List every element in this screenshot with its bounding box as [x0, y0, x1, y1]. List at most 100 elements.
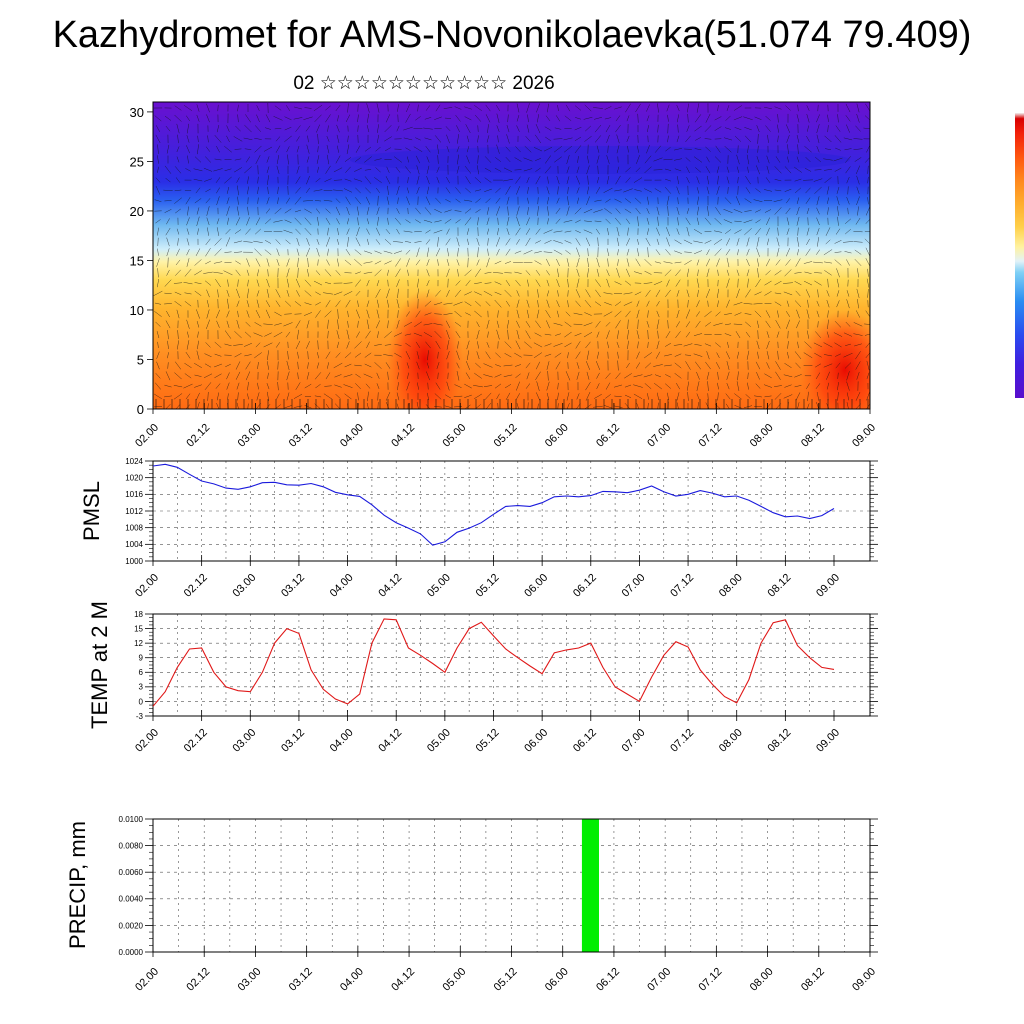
wind-arrow — [833, 332, 843, 337]
wind-arrow — [656, 227, 660, 236]
wind-arrow — [243, 342, 253, 347]
wind-arrow — [785, 311, 791, 317]
wind-arrow — [387, 299, 389, 308]
wind-arrow — [815, 383, 821, 389]
wind-arrow — [174, 291, 182, 296]
wind-arrow — [474, 291, 482, 296]
wind-arrow — [525, 270, 531, 276]
wind-arrow — [736, 166, 740, 174]
wind-arrow — [205, 247, 211, 257]
wind-arrow — [173, 385, 183, 388]
wind-arrow — [255, 258, 261, 267]
wind-arrow — [565, 371, 571, 381]
wind-arrow — [674, 158, 682, 161]
wind-arrow — [265, 300, 271, 308]
wind-arrow — [174, 361, 182, 370]
wind-arrow — [226, 310, 230, 318]
wind-arrow — [676, 392, 680, 401]
wind-arrow — [333, 167, 343, 173]
wind-arrow — [486, 228, 490, 235]
wind-arrow — [567, 278, 569, 288]
wind-arrow — [176, 248, 180, 256]
wind-arrow — [556, 300, 560, 308]
wind-arrow — [547, 103, 549, 113]
x-tick-label: 07.12 — [697, 966, 725, 994]
wind-arrow — [155, 125, 161, 133]
wind-arrow — [814, 280, 822, 286]
wind-arrow — [247, 206, 249, 216]
wind-arrow — [424, 137, 432, 141]
wind-arrow — [723, 208, 733, 214]
wind-arrow — [706, 351, 710, 360]
wind-arrow — [477, 155, 479, 164]
x-tick-label: 09.00 — [814, 727, 842, 755]
wind-arrow — [505, 156, 511, 163]
wind-arrow — [386, 166, 390, 173]
wind-arrow — [575, 289, 581, 298]
wind-arrow — [353, 178, 363, 182]
wind-arrow — [376, 207, 380, 215]
wind-arrow — [834, 135, 842, 143]
wind-arrow — [836, 290, 840, 297]
wind-arrow — [816, 228, 820, 236]
wind-arrow — [306, 187, 310, 194]
wind-arrow — [715, 342, 721, 348]
wind-arrow — [715, 207, 721, 215]
wind-arrow — [356, 309, 360, 319]
wind-arrow — [326, 135, 330, 142]
wind-arrow — [266, 278, 270, 288]
wind-arrow — [516, 186, 520, 195]
wind-arrow — [794, 374, 802, 378]
colorbar — [1015, 113, 1024, 398]
wind-arrow — [534, 158, 542, 161]
wind-arrow — [406, 187, 410, 194]
wind-arrow — [464, 301, 472, 307]
wind-arrow — [434, 208, 442, 214]
wind-arrow — [756, 247, 760, 257]
wind-arrow — [615, 115, 621, 122]
wind-arrow — [403, 137, 413, 141]
wind-arrow — [183, 105, 193, 111]
wind-arrow — [806, 383, 810, 390]
wind-arrow — [253, 240, 263, 243]
wind-arrow — [246, 217, 250, 226]
wind-arrow — [505, 279, 511, 287]
wind-arrow — [366, 218, 370, 225]
wind-arrow — [213, 271, 223, 274]
wind-arrow — [656, 319, 660, 330]
y-tick-label: 0.0080 — [119, 841, 144, 850]
wind-arrow — [765, 270, 771, 276]
wind-arrow — [553, 138, 563, 140]
wind-arrow — [496, 113, 500, 124]
wind-arrow — [396, 361, 400, 370]
wind-arrow — [586, 186, 590, 195]
wind-arrow — [855, 165, 861, 175]
wind-arrow — [665, 330, 671, 339]
wind-arrow — [186, 249, 190, 256]
wind-arrow — [505, 186, 511, 195]
wind-arrow — [583, 229, 593, 234]
wind-arrow — [734, 127, 742, 131]
wind-arrow — [544, 353, 552, 357]
wind-arrow — [487, 238, 489, 246]
wind-arrow — [294, 217, 302, 225]
wind-arrow — [377, 195, 379, 206]
wind-arrow — [696, 217, 700, 226]
wind-arrow — [687, 103, 689, 113]
wind-arrow — [224, 251, 232, 253]
wind-arrow — [604, 106, 612, 110]
wind-arrow — [297, 267, 299, 278]
wind-arrow — [196, 309, 200, 319]
wind-arrow — [796, 309, 800, 319]
wind-arrow — [267, 372, 269, 379]
wind-arrow — [306, 238, 310, 246]
wind-arrow — [653, 169, 663, 171]
wind-arrow — [335, 393, 341, 399]
wind-arrow — [823, 158, 833, 161]
wind-arrow — [675, 331, 681, 339]
wind-arrow — [796, 156, 800, 163]
wind-arrow — [654, 374, 662, 378]
wind-arrow — [503, 364, 513, 367]
wind-arrow — [394, 217, 402, 225]
wind-arrow — [567, 300, 569, 308]
